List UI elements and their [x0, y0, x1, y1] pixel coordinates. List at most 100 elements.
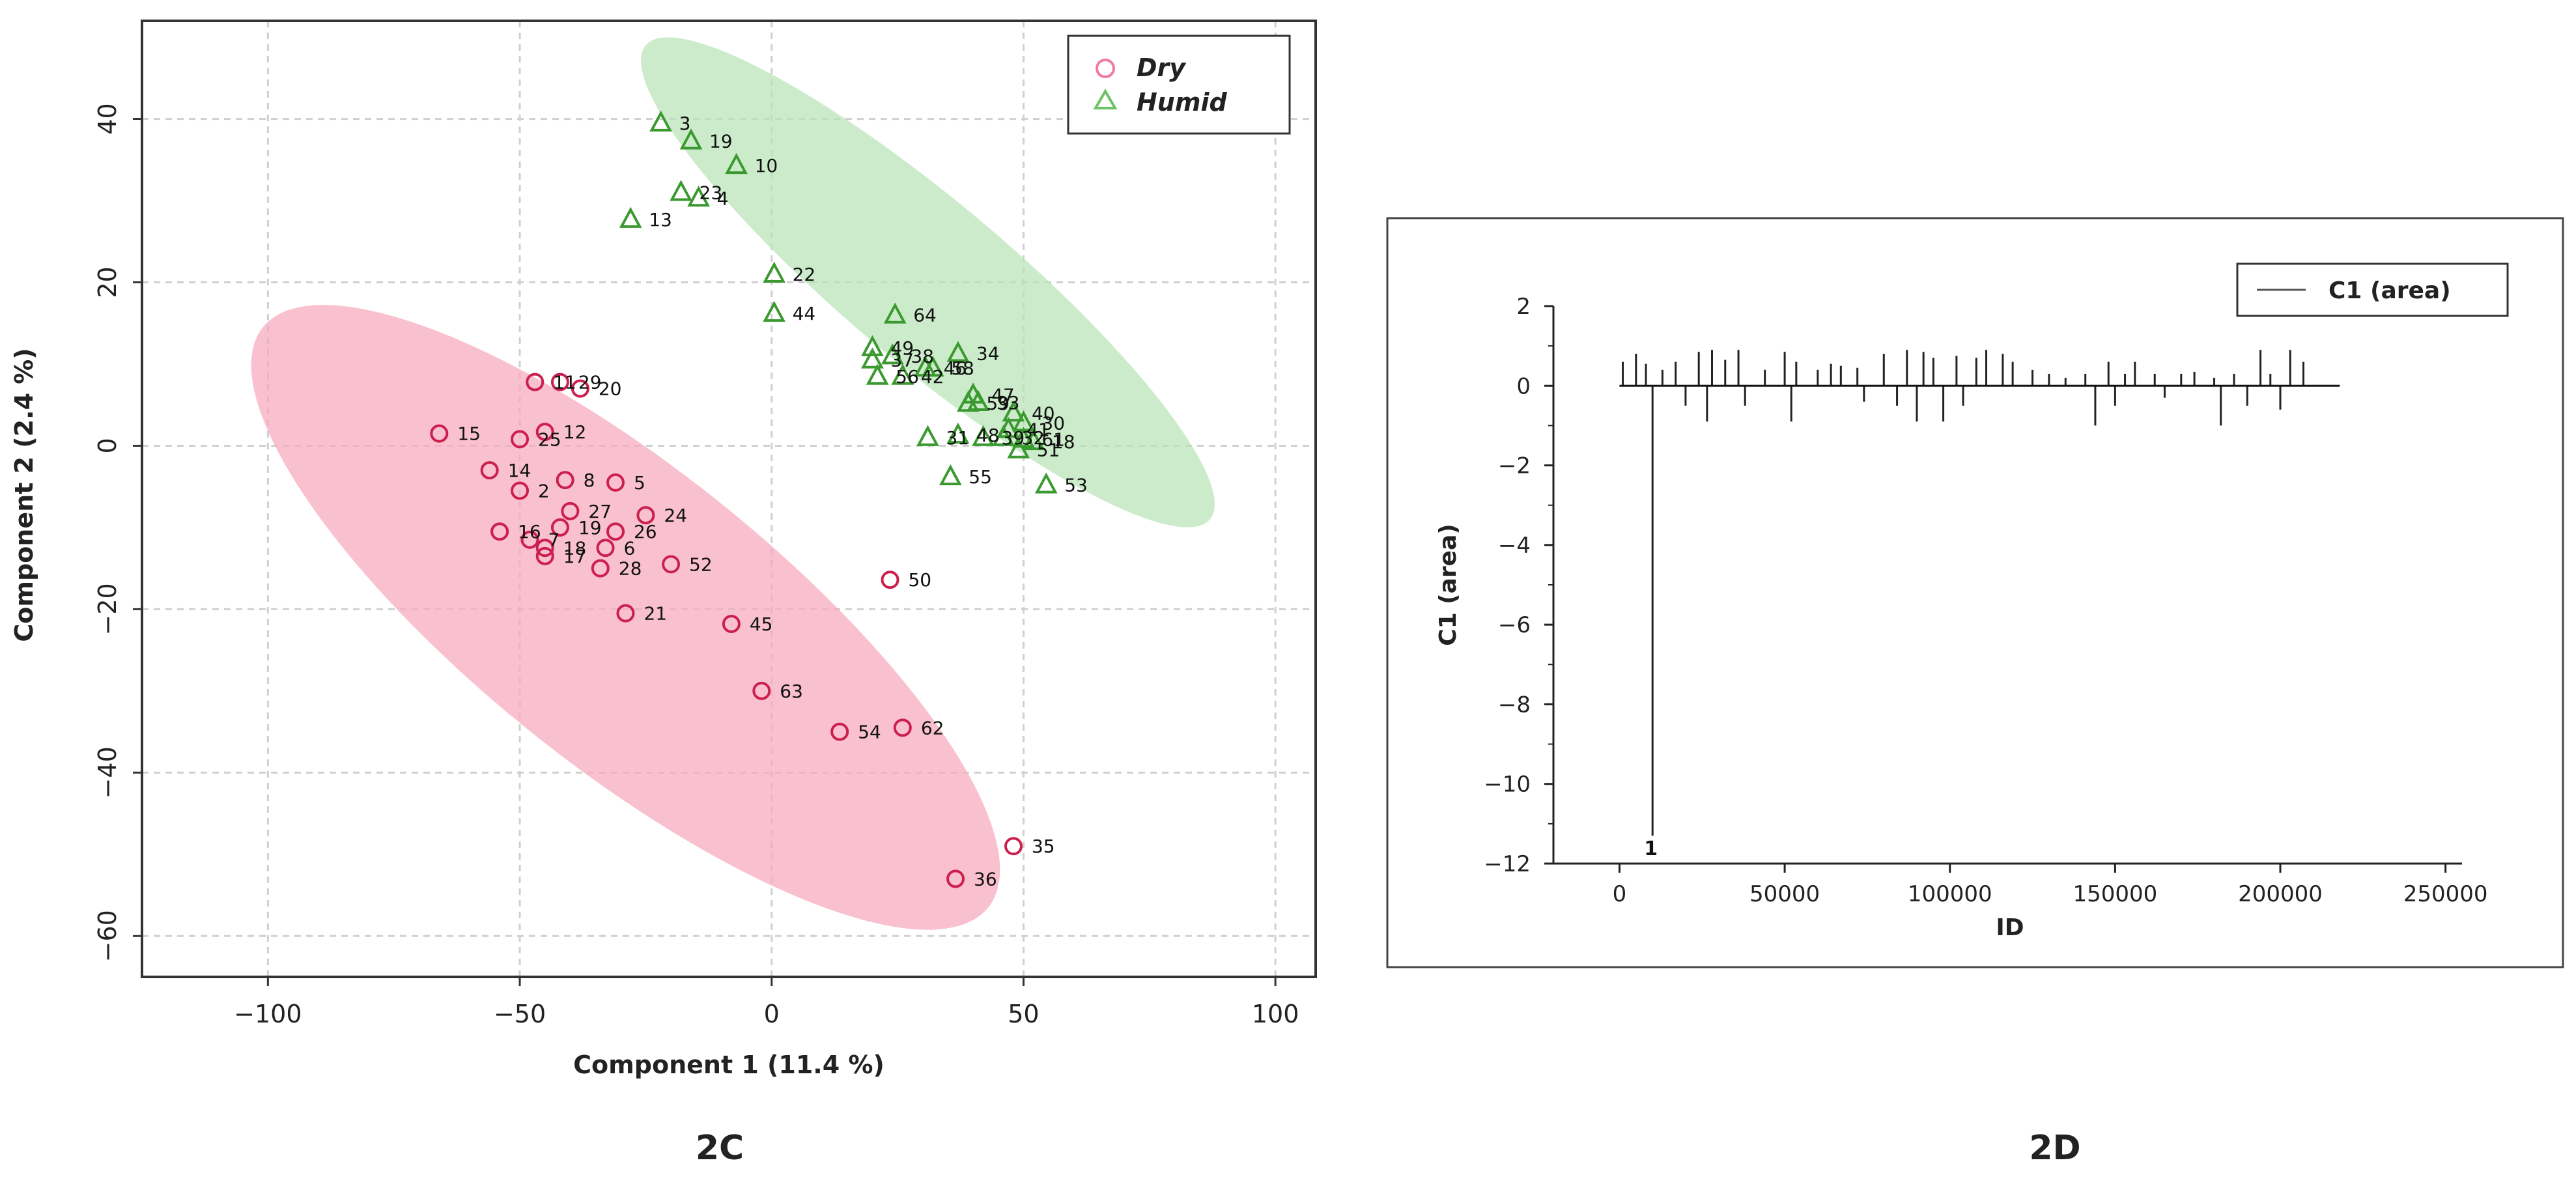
x-tick-label: 200000 — [2238, 881, 2323, 907]
point-label: 18 — [563, 537, 587, 559]
point-label: 41 — [1026, 419, 1050, 440]
y-axis-label: Component 2 (2.4 %) — [10, 348, 38, 641]
point-humid-55 — [939, 464, 962, 486]
point-dry-29 — [550, 373, 569, 391]
point-dry-12 — [535, 423, 554, 442]
point-dry-35 — [1004, 837, 1023, 856]
point-label: 33 — [997, 392, 1020, 414]
point-dry-27 — [561, 501, 580, 520]
point-label: 55 — [969, 466, 992, 488]
point-humid-22 — [763, 261, 786, 283]
point-dry-52 — [662, 555, 681, 574]
y-axis-ticks: 40 20 0 −20 −40 −60 — [93, 103, 142, 962]
point-label: 49 — [890, 337, 914, 359]
point-label: 59 — [986, 393, 1010, 414]
point-label: 39 — [1002, 427, 1025, 449]
panel-label: 2C — [696, 1129, 744, 1168]
point-label: 29 — [578, 372, 602, 393]
point-label: 5 — [634, 472, 645, 494]
point-label: 28 — [619, 558, 642, 580]
y-tick-label: 0 — [1516, 373, 1531, 399]
point-label: 11 — [553, 372, 576, 393]
plot-frame — [141, 20, 1317, 978]
point-dry-8 — [556, 471, 574, 490]
panel-2d-c1-area-plot: 0 50000 100000 150000 200000 250000 2 0 −2 −4 −6 −… — [1386, 217, 2564, 1168]
point-dry-26 — [606, 522, 625, 541]
point-humid-48 — [946, 422, 970, 444]
x-tick-label: 50000 — [1749, 881, 1820, 907]
point-humid-37 — [861, 347, 884, 369]
point-dry-54 — [830, 722, 849, 741]
point-label: 12 — [563, 421, 587, 443]
point-label: 32 — [1021, 427, 1045, 449]
scatter-points — [430, 110, 1058, 888]
point-label: 19 — [578, 517, 602, 539]
point-label: 44 — [793, 303, 816, 324]
point-dry-5 — [606, 473, 625, 492]
point-label: 42 — [921, 366, 944, 388]
point-humid-53 — [1034, 472, 1058, 494]
x-axis-ticks: −100 −50 0 50 100 — [234, 977, 1299, 1028]
point-dry-17 — [535, 546, 554, 565]
x-tick-label: 50 — [1008, 1000, 1039, 1028]
point-humid-58 — [921, 356, 944, 377]
point-label: 47 — [991, 385, 1015, 406]
point-humid-32 — [992, 425, 1015, 446]
point-humid-31 — [916, 425, 939, 446]
point-label: 34 — [976, 343, 1000, 365]
point-label: 56 — [896, 366, 919, 388]
point-label: 38 — [911, 345, 934, 367]
point-humid-42 — [891, 363, 914, 385]
point-dry-15 — [430, 424, 449, 443]
point-humid-4 — [687, 186, 710, 207]
y-axis-label: C1 (area) — [1435, 524, 1462, 646]
c1-area-bars — [1622, 350, 2305, 836]
ellipse-dry — [251, 305, 1000, 930]
point-label: 16 — [518, 521, 541, 543]
point-label: 30 — [1041, 412, 1065, 434]
legend-label-dry: Dry — [1137, 53, 1187, 82]
point-label: 2 — [538, 480, 550, 501]
point-label: 22 — [793, 264, 816, 285]
legend-marker-humid — [1093, 88, 1118, 109]
y-tick-label: −8 — [1498, 692, 1531, 718]
point-label: 18 — [1052, 431, 1075, 453]
point-dry-36 — [946, 869, 965, 888]
y-tick-label: −20 — [93, 583, 122, 635]
point-humid-39 — [972, 425, 995, 446]
point-label: 35 — [1032, 836, 1055, 857]
point-label: 58 — [951, 358, 974, 379]
point-label: 37 — [890, 350, 914, 371]
point-dry-6 — [596, 539, 615, 557]
point-label: 63 — [780, 681, 803, 702]
y-tick-label: −10 — [1484, 772, 1531, 798]
point-label: 51 — [1037, 440, 1060, 461]
x-tick-label: 100 — [1252, 1000, 1299, 1028]
y-tick-label: 0 — [93, 438, 122, 453]
point-humid-34 — [946, 341, 970, 362]
point-humid-23 — [670, 180, 692, 201]
point-dry-21 — [616, 604, 635, 623]
x-tick-label: 250000 — [2403, 881, 2488, 907]
point-dry-50 — [881, 571, 899, 589]
x-tick-label: 0 — [764, 1000, 780, 1028]
point-label: 54 — [858, 722, 881, 743]
point-label: 27 — [588, 501, 612, 522]
point-humid-38 — [881, 343, 904, 365]
point-humid-19 — [679, 128, 703, 150]
point-label: 62 — [921, 717, 944, 739]
point-label: 25 — [538, 429, 561, 450]
point-dry-18 — [535, 539, 554, 557]
point-humid-3 — [649, 110, 672, 132]
point-label: 7 — [548, 529, 560, 551]
ellipse-humid — [641, 37, 1215, 528]
legend: Dry Humid — [1067, 35, 1291, 135]
point-dry-25 — [511, 430, 530, 449]
panel-label: 2D — [2029, 1129, 2080, 1168]
peak-annotation: 1 — [1644, 838, 1658, 860]
point-dry-28 — [591, 559, 610, 578]
point-label: 17 — [563, 546, 587, 567]
y-tick-label: −2 — [1498, 453, 1531, 479]
point-label: 26 — [634, 521, 657, 543]
point-label: 21 — [644, 603, 667, 625]
